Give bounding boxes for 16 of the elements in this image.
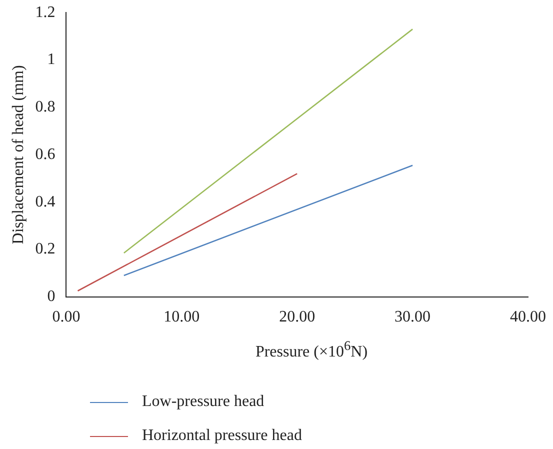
y-tick-label: 0 bbox=[47, 288, 56, 306]
x-axis-title: Pressure (×10$^{6}$N) bbox=[254, 338, 369, 362]
y-tick-label: 0.6 bbox=[35, 146, 56, 163]
legend-label: Low-pressure head bbox=[142, 393, 264, 411]
y-axis-title: Displacement of head (mm) bbox=[10, 65, 27, 244]
y-tick-label: 0.2 bbox=[35, 240, 56, 258]
y-tick-label: 1.2 bbox=[35, 4, 56, 21]
x-tick-label: 0.00 bbox=[52, 308, 80, 326]
x-tick-label: 40.00 bbox=[510, 308, 546, 326]
x-tick-label: 10.00 bbox=[164, 308, 200, 326]
y-tick-label: 0.4 bbox=[35, 193, 56, 210]
x-tick-label: 20.00 bbox=[279, 308, 316, 326]
y-tick-label: 1 bbox=[47, 51, 56, 68]
x-tick-label: 30.00 bbox=[394, 308, 431, 326]
y-tick-label: 0.8 bbox=[35, 98, 56, 116]
legend-label: Horizontal pressure head bbox=[142, 427, 302, 445]
